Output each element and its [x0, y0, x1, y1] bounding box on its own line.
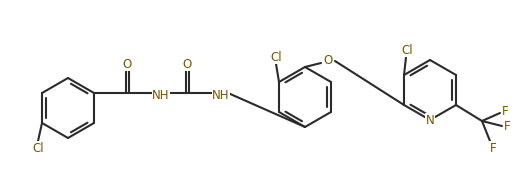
- Text: Cl: Cl: [270, 51, 282, 64]
- Text: O: O: [122, 57, 132, 71]
- Text: O: O: [323, 54, 333, 66]
- Text: Cl: Cl: [32, 142, 44, 154]
- Text: F: F: [490, 142, 496, 154]
- Text: F: F: [504, 120, 510, 132]
- Text: NH: NH: [152, 89, 170, 102]
- Text: NH: NH: [212, 89, 230, 102]
- Text: O: O: [183, 57, 191, 71]
- Text: Cl: Cl: [401, 44, 413, 56]
- Text: F: F: [501, 104, 508, 117]
- Text: N: N: [426, 113, 434, 126]
